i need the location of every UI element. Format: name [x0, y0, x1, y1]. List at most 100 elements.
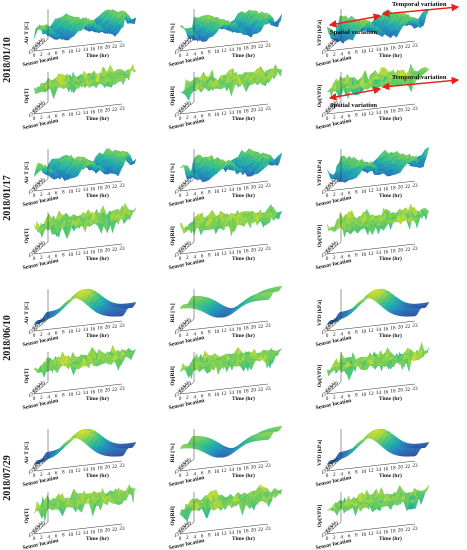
- value-axis-label: Op[T]: [24, 88, 30, 103]
- time-tick-label: 20: [251, 388, 257, 394]
- surface-cell: [411, 16, 417, 20]
- time-tick-label: 23: [265, 323, 271, 329]
- time-tick-label: 16: [383, 46, 389, 52]
- time-tick-label: 2: [40, 52, 43, 58]
- time-tick-label: 20: [398, 185, 404, 191]
- value-axis-label: VPD [kPa]: [317, 300, 323, 326]
- time-tick-label: 8: [62, 190, 65, 196]
- sensor-tick-label: 1: [28, 50, 31, 56]
- time-tick-label: 16: [383, 326, 389, 332]
- time-tick-label: 4: [340, 51, 343, 57]
- time-tick-label: 16: [383, 186, 389, 192]
- sensor-tick-label: 25: [38, 40, 44, 46]
- sensor-tick-label: 5: [30, 48, 33, 54]
- time-axis-label: Time (hr): [379, 52, 402, 59]
- time-tick-label: 12: [75, 328, 81, 334]
- time-tick-label: 20: [251, 108, 257, 114]
- time-tick-label: 14: [83, 110, 89, 116]
- time-tick-label: 23: [265, 106, 271, 112]
- time-tick-label: 20: [398, 108, 404, 114]
- time-axis-label: Time (hr): [232, 332, 255, 339]
- surface-cell: [179, 368, 186, 373]
- time-tick-label: 20: [398, 248, 404, 254]
- time-tick-label: 23: [119, 183, 125, 189]
- sensor-tick-label: 29: [40, 178, 46, 184]
- time-tick-label: 20: [105, 185, 111, 191]
- time-tick-label: 20: [251, 45, 257, 51]
- sensor-tick-label: 29: [186, 241, 192, 247]
- time-tick-label: 23: [412, 246, 418, 252]
- time-tick-label: 16: [236, 249, 242, 255]
- time-tick-label: 12: [75, 111, 81, 117]
- time-tick-label: 0: [179, 193, 182, 199]
- time-tick-label: 22: [112, 324, 118, 330]
- sensor-tick-label: 1: [321, 50, 324, 56]
- value-axis-label: RH [%]: [170, 303, 176, 322]
- time-tick-label: 8: [62, 393, 65, 399]
- time-tick-label: 18: [97, 326, 103, 332]
- time-tick-label: 10: [361, 329, 367, 335]
- time-tick-label: 8: [208, 190, 211, 196]
- time-tick-label: 6: [201, 51, 204, 57]
- time-tick-label: 10: [361, 49, 367, 55]
- time-tick-label: 18: [243, 326, 249, 332]
- sensor-tick-label: 29: [333, 241, 339, 247]
- time-tick-label: 8: [62, 330, 65, 336]
- time-tick-label: 2: [40, 115, 43, 121]
- sensor-tick-label: 5: [30, 111, 33, 117]
- value-axis-label: Op[RH]: [170, 86, 176, 106]
- sensor-tick-label: 29: [40, 381, 46, 387]
- sensor-tick-label: 1: [174, 50, 177, 56]
- time-axis-label: Time (hr): [379, 255, 402, 262]
- time-tick-label: 23: [412, 43, 418, 49]
- time-axis-label: Time (hr): [86, 52, 109, 59]
- value-axis-label: Op[T]: [24, 368, 30, 383]
- time-tick-label: 18: [390, 186, 396, 192]
- surface-cell: [276, 13, 283, 23]
- sensor-tick-label: 17: [34, 106, 40, 112]
- time-tick-label: 10: [68, 252, 74, 258]
- time-tick-label: 22: [405, 387, 411, 393]
- value-axis-label: Air T [C]: [24, 162, 30, 184]
- time-tick-label: 23: [412, 386, 418, 392]
- time-axis-label: Time (hr): [379, 332, 402, 339]
- time-axis: [33, 103, 123, 115]
- time-tick-label: 23: [412, 106, 418, 112]
- time-tick-label: 22: [405, 44, 411, 50]
- time-tick-label: 16: [90, 249, 96, 255]
- time-tick-label: 12: [368, 328, 374, 334]
- time-tick-label: 18: [390, 249, 396, 255]
- time-tick-label: 22: [258, 324, 264, 330]
- sensor-tick-label: 21: [36, 41, 42, 47]
- time-tick-label: 16: [90, 46, 96, 52]
- value-axis-label: Op[RH]: [170, 366, 176, 386]
- time-tick-label: 22: [258, 387, 264, 393]
- sensor-tick-label: 21: [329, 41, 335, 47]
- surface-cell: [276, 68, 283, 77]
- time-tick-label: 16: [383, 109, 389, 115]
- sensor-tick-label: 29: [186, 101, 192, 107]
- sensor-tick-label: 21: [182, 41, 188, 47]
- time-tick-label: 0: [326, 116, 329, 122]
- date-label: 2018/01/17: [2, 175, 13, 221]
- time-tick-label: 10: [361, 392, 367, 398]
- sensor-axis: [33, 38, 49, 52]
- time-tick-label: 16: [90, 186, 96, 192]
- time-tick-label: 16: [90, 109, 96, 115]
- time-tick-label: 20: [105, 325, 111, 331]
- time-tick-label: 18: [243, 186, 249, 192]
- time-tick-label: 22: [405, 324, 411, 330]
- time-tick-label: 10: [361, 112, 367, 118]
- time-tick-label: 22: [112, 184, 118, 190]
- time-tick-label: 12: [368, 48, 374, 54]
- sensor-tick-label: 17: [180, 43, 186, 49]
- sensor-tick-label: 21: [36, 104, 42, 110]
- time-tick-label: 10: [68, 112, 74, 118]
- sensor-tick-label: 9: [32, 110, 35, 116]
